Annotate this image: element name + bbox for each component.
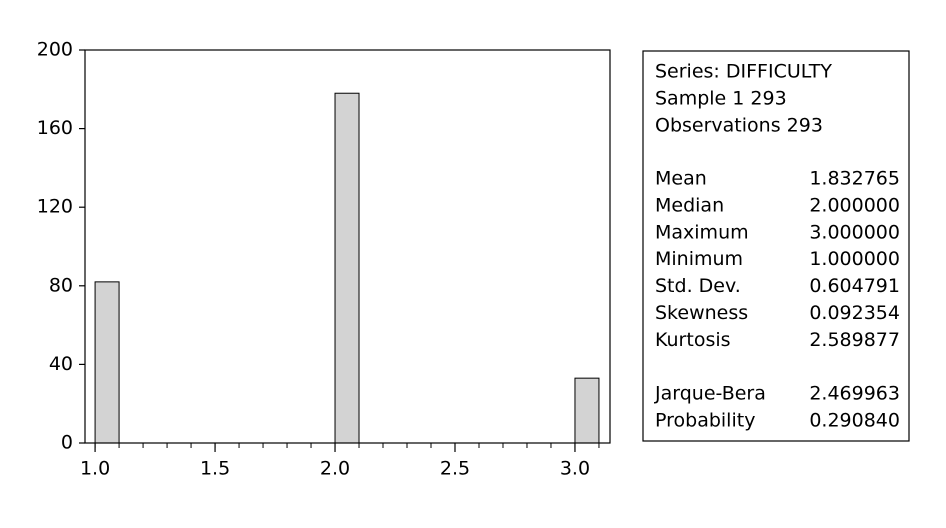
stat-name: Skewness [655, 302, 748, 324]
stat-value: 2.000000 [809, 194, 900, 216]
test-value: 0.290840 [809, 409, 900, 431]
x-tick-label: 2.5 [440, 458, 470, 480]
stat-value: 1.000000 [809, 248, 900, 270]
y-tick-label: 120 [37, 196, 73, 218]
stat-name: Median [655, 194, 724, 216]
x-tick-label: 1.5 [200, 458, 230, 480]
y-tick-label: 80 [49, 274, 73, 296]
stats-box [642, 50, 910, 442]
stats-header: Series: DIFFICULTY [655, 61, 832, 83]
x-tick-label: 3.0 [560, 458, 590, 480]
y-tick-label: 0 [61, 432, 73, 454]
x-tick-label: 2.0 [320, 458, 350, 480]
bar [574, 377, 600, 444]
stat-name: Minimum [655, 248, 743, 270]
stat-name: Mean [655, 168, 707, 190]
y-tick-label: 160 [37, 117, 73, 139]
stat-value: 0.604791 [809, 275, 900, 297]
x-tick-label: 1.0 [80, 458, 110, 480]
stat-name: Kurtosis [655, 329, 731, 351]
y-tick-label: 200 [37, 39, 73, 61]
stat-value: 0.092354 [809, 302, 900, 324]
stat-value: 1.832765 [809, 168, 900, 190]
y-tick-label: 40 [49, 353, 73, 375]
stat-value: 2.589877 [809, 329, 900, 351]
test-value: 2.469963 [809, 383, 900, 405]
test-name: Jarque-Bera [654, 383, 766, 405]
plot-frame [84, 49, 611, 444]
stat-value: 3.000000 [809, 221, 900, 243]
bar [334, 92, 360, 444]
stat-name: Std. Dev. [655, 275, 741, 297]
stats-header: Sample 1 293 [655, 87, 787, 109]
bar [94, 281, 120, 444]
stat-name: Maximum [655, 221, 749, 243]
stats-header: Observations 293 [655, 114, 823, 136]
test-name: Probability [655, 409, 755, 431]
